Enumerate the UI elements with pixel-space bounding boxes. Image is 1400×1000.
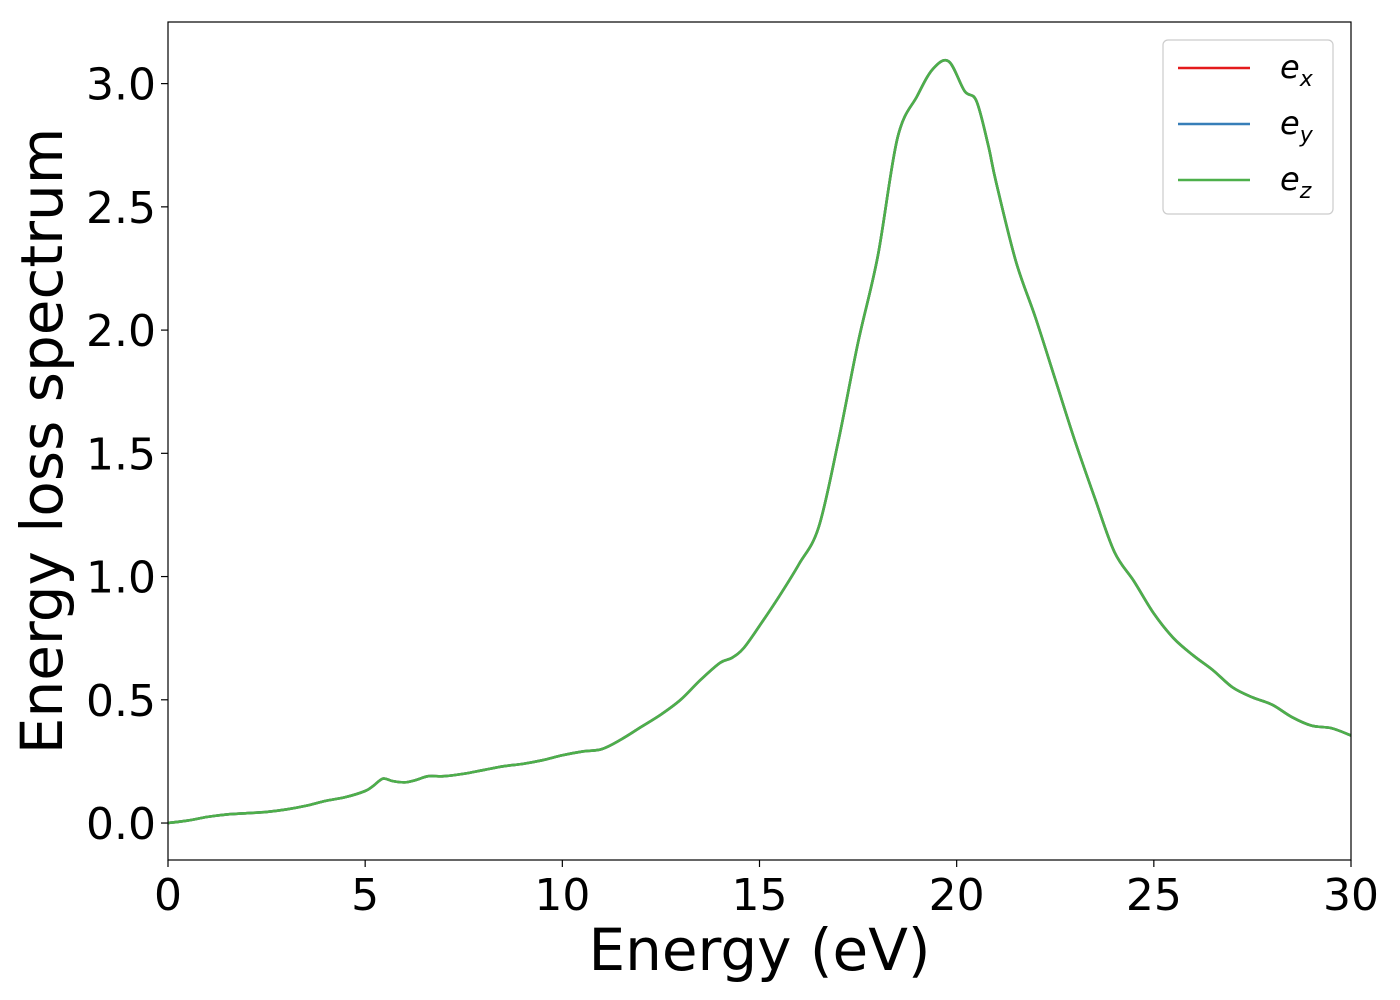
y-axis-ticks: 0.0 0.5 1.0 1.5 2.0 2.5 3.0: [86, 60, 168, 850]
x-tick-label: 5: [351, 870, 379, 921]
y-tick-label: 1.5: [86, 429, 156, 480]
y-tick-label: 0.5: [86, 676, 156, 727]
x-tick-label: 0: [154, 870, 182, 921]
x-tick-label: 30: [1323, 870, 1379, 921]
y-tick-label: 2.5: [86, 183, 156, 234]
legend: ex ey ez: [1162, 39, 1334, 215]
x-axis-ticks: 0 5 10 15 20 25 30: [154, 860, 1379, 921]
y-tick-label: 2.0: [86, 306, 156, 357]
legend-label-z: ez: [1280, 160, 1312, 204]
legend-label-y: ey: [1280, 104, 1314, 148]
series-lines: [167, 58, 1352, 825]
legend-box: [1162, 39, 1334, 215]
y-tick-label: 3.0: [86, 60, 156, 111]
series-line-e_z: [167, 58, 1352, 825]
x-axis-title: Energy (eV): [588, 916, 930, 984]
y-axis-title: Energy loss spectrum: [8, 128, 76, 754]
x-tick-label: 10: [534, 870, 590, 921]
x-tick-label: 20: [929, 870, 985, 921]
x-tick-label: 15: [732, 870, 788, 921]
y-tick-label: 0.0: [86, 799, 156, 850]
legend-label-x: ex: [1280, 48, 1314, 92]
y-tick-label: 1.0: [86, 553, 156, 604]
plot-area: [168, 22, 1351, 860]
x-tick-label: 25: [1126, 870, 1182, 921]
